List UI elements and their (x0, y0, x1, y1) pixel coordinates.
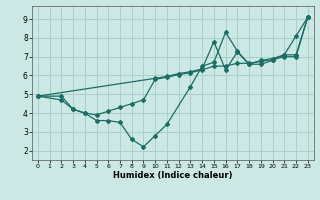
X-axis label: Humidex (Indice chaleur): Humidex (Indice chaleur) (113, 171, 233, 180)
